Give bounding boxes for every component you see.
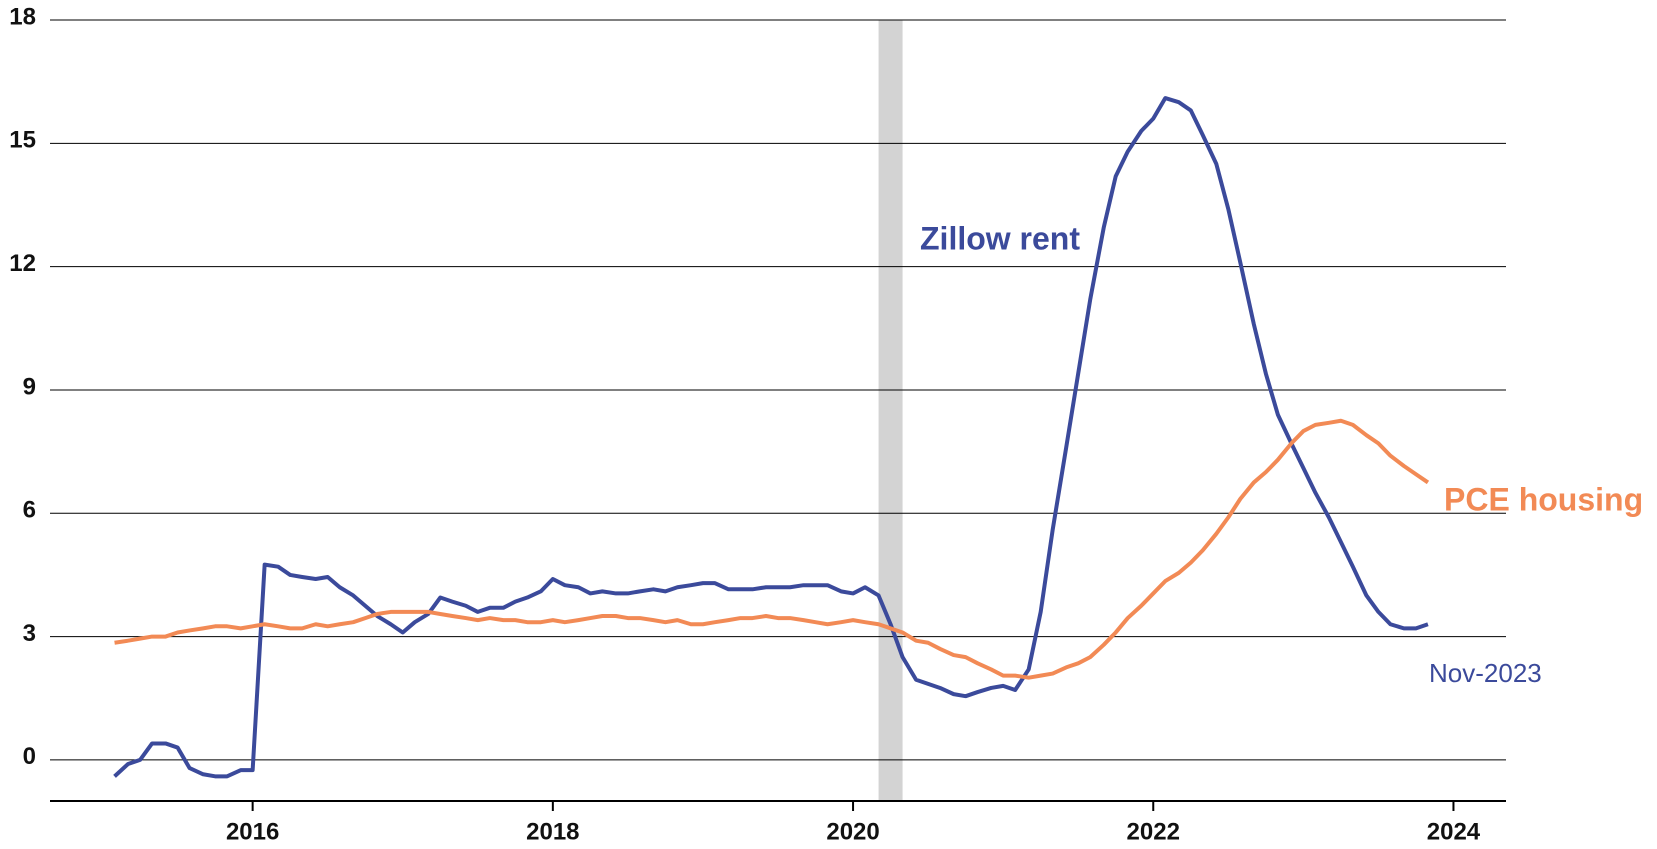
x-tick-label: 2024 xyxy=(1427,818,1481,845)
y-tick-label: 12 xyxy=(9,250,36,277)
y-tick-label: 6 xyxy=(23,497,36,524)
x-tick-label: 2016 xyxy=(226,818,279,845)
series-label: Zillow rent xyxy=(920,220,1080,256)
end-date-label: Nov-2023 xyxy=(1429,658,1542,688)
x-tick-label: 2020 xyxy=(826,818,879,845)
y-tick-label: 15 xyxy=(9,127,36,154)
y-tick-label: 18 xyxy=(9,3,36,30)
series-line xyxy=(113,96,1429,779)
series-label: PCE housing xyxy=(1444,481,1643,517)
y-tick-label: 0 xyxy=(23,743,36,770)
x-tick-label: 2018 xyxy=(526,818,579,845)
y-tick-label: 9 xyxy=(23,373,36,400)
series-line xyxy=(114,418,1430,680)
recession-band xyxy=(878,20,903,801)
y-tick-label: 3 xyxy=(23,620,36,647)
x-tick-label: 2022 xyxy=(1127,818,1180,845)
